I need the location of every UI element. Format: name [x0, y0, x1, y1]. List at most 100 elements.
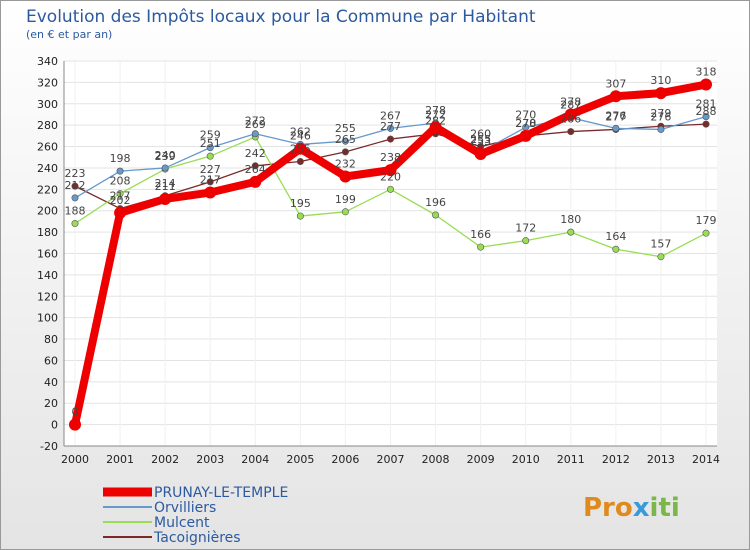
data-point — [609, 90, 622, 103]
data-label: 272 — [425, 108, 446, 121]
data-point — [702, 120, 710, 128]
y-tick-label: 160 — [37, 248, 58, 261]
data-point — [477, 243, 485, 251]
data-label: 180 — [560, 213, 581, 226]
data-label: 262 — [290, 125, 311, 138]
x-tick-label: 2012 — [602, 453, 630, 466]
y-tick-label: 40 — [44, 376, 58, 389]
data-point — [386, 185, 394, 193]
data-point — [564, 108, 577, 121]
data-label: 217 — [110, 190, 131, 203]
data-label: 255 — [290, 143, 311, 156]
y-tick-label: 100 — [37, 312, 58, 325]
data-point — [116, 190, 124, 198]
data-label: 272 — [245, 115, 266, 128]
data-point — [386, 135, 394, 143]
x-tick-label: 2009 — [467, 453, 495, 466]
data-point — [654, 87, 667, 100]
data-label: 164 — [605, 230, 626, 243]
data-label: 217 — [200, 174, 221, 187]
data-point — [339, 170, 352, 183]
data-label: 239 — [155, 150, 176, 163]
x-tick-label: 2010 — [512, 453, 540, 466]
y-tick-label: 240 — [37, 162, 58, 175]
data-point — [386, 124, 394, 132]
data-label: 310 — [650, 74, 671, 87]
data-label: 278 — [425, 104, 446, 117]
x-tick-label: 2011 — [557, 453, 585, 466]
data-point — [251, 162, 259, 170]
y-tick-label: 300 — [37, 98, 58, 111]
y-tick-label: -20 — [40, 440, 58, 453]
data-label: 195 — [290, 197, 311, 210]
data-label: 276 — [605, 109, 626, 122]
data-point — [159, 192, 172, 205]
data-point — [341, 208, 349, 216]
data-label: 288 — [696, 105, 717, 118]
data-point — [206, 178, 214, 186]
data-label: 259 — [200, 129, 221, 142]
data-point — [249, 175, 262, 188]
data-point — [429, 121, 442, 134]
data-label: 255 — [335, 122, 356, 135]
x-tick-label: 2008 — [422, 453, 450, 466]
x-tick-label: 2006 — [331, 453, 359, 466]
chart-subtitle: (en € et par an) — [26, 28, 112, 41]
legend-label: Mulcent — [154, 515, 210, 531]
data-point — [206, 152, 214, 160]
data-point — [384, 164, 397, 177]
data-label: 253 — [470, 135, 491, 148]
data-label: 281 — [696, 98, 717, 111]
y-tick-label: 200 — [37, 205, 58, 218]
data-point — [474, 148, 487, 161]
y-tick-label: 180 — [37, 226, 58, 239]
data-point — [71, 194, 79, 202]
data-label: 211 — [155, 180, 176, 193]
data-point — [522, 237, 530, 245]
chart-title: Evolution des Impôts locaux pour la Comm… — [26, 7, 536, 27]
data-label: 166 — [470, 228, 491, 241]
legend-label: Tacoignières — [153, 530, 241, 546]
data-point — [700, 78, 712, 91]
data-point — [519, 129, 532, 142]
data-point — [567, 228, 575, 236]
data-label: 270 — [515, 108, 536, 121]
data-label: 279 — [650, 107, 671, 120]
x-tick-label: 2013 — [647, 453, 675, 466]
data-label: 278 — [515, 117, 536, 130]
data-label: 242 — [245, 147, 266, 160]
y-tick-label: 20 — [44, 397, 58, 410]
x-tick-label: 2003 — [196, 453, 224, 466]
data-label: 251 — [200, 137, 221, 150]
data-label: 246 — [290, 130, 311, 143]
data-label: 270 — [515, 117, 536, 130]
y-tick-label: 260 — [37, 141, 58, 154]
data-point — [69, 418, 81, 431]
data-label: 157 — [650, 238, 671, 251]
data-label: 277 — [605, 110, 626, 123]
data-point — [296, 212, 304, 220]
data-label: 318 — [696, 66, 717, 79]
data-label: 232 — [335, 158, 356, 171]
proxiti-logo: Proxiti — [583, 493, 680, 523]
data-label: 0 — [72, 406, 79, 419]
data-point — [294, 142, 307, 155]
y-tick-label: 220 — [37, 183, 58, 196]
data-point — [567, 128, 575, 136]
x-tick-label: 2005 — [286, 453, 314, 466]
x-tick-label: 2002 — [151, 453, 179, 466]
data-label: 307 — [605, 77, 626, 90]
y-tick-label: 120 — [37, 290, 58, 303]
data-label: 277 — [380, 120, 401, 133]
data-point — [432, 211, 440, 219]
data-label: 269 — [245, 118, 266, 131]
data-point — [206, 144, 214, 152]
data-label: 278 — [560, 95, 581, 108]
data-label: 188 — [65, 205, 86, 218]
data-point — [204, 186, 217, 199]
data-point — [657, 125, 665, 133]
x-tick-label: 2007 — [377, 453, 405, 466]
data-label: 223 — [65, 167, 86, 180]
data-point — [612, 245, 620, 253]
